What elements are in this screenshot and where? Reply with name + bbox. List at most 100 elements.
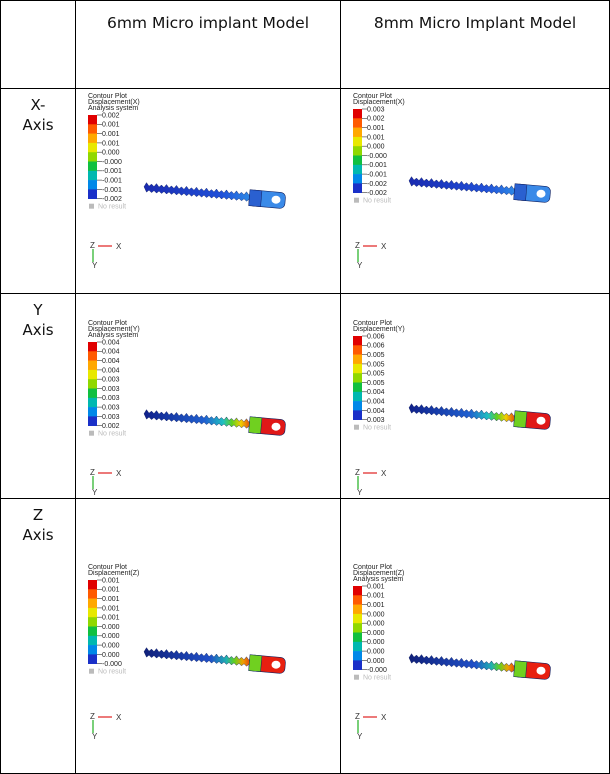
legend-label: 0.001 — [102, 122, 120, 129]
row-label: Z — [33, 506, 43, 524]
legend-band — [353, 183, 362, 193]
legend-band — [88, 115, 97, 125]
legend-band — [88, 361, 97, 371]
legend-label: 0.005 — [367, 380, 385, 387]
legend-band — [88, 180, 97, 190]
legend-label: 0.000 — [367, 621, 385, 628]
no-result-swatch — [354, 675, 359, 680]
legend-label: 0.000 — [102, 624, 120, 631]
legend-band — [353, 401, 362, 411]
axis-label: X — [381, 469, 387, 478]
legend-label: 0.004 — [102, 367, 120, 374]
legend-label: 0.003 — [102, 377, 120, 384]
legend-band — [353, 642, 362, 652]
legend-label: 0.001 — [367, 583, 385, 590]
legend-label: -0.002 — [367, 190, 387, 197]
implant-collar — [514, 411, 527, 428]
axis-label: Z — [355, 712, 360, 721]
axis-label: Z — [90, 468, 95, 477]
legend-label: 0.001 — [102, 577, 120, 584]
legend-band — [353, 128, 362, 138]
legend-label: 0.001 — [102, 605, 120, 612]
legend-label: 0.004 — [102, 358, 120, 365]
legend-band — [353, 595, 362, 605]
axis-label: Z — [90, 241, 95, 250]
implant-hole — [272, 661, 281, 669]
implant-thread — [409, 177, 519, 196]
legend-band — [353, 364, 362, 374]
legend-band — [353, 165, 362, 175]
contour-plot: Contour PlotDisplacement(Y)Analysis syst… — [88, 320, 286, 497]
legend-label: 0.004 — [102, 349, 120, 356]
axis-label: Y — [92, 488, 98, 497]
legend-label: 0.000 — [102, 150, 120, 157]
legend-label: 0.001 — [102, 140, 120, 147]
no-result-swatch — [354, 198, 359, 203]
axis-label: X — [381, 242, 387, 251]
table: 6mm Micro implant Model 8mm Micro Implan… — [0, 0, 610, 774]
no-result-swatch — [89, 669, 94, 674]
legend-label: 0.006 — [367, 333, 385, 340]
legend-label: -0.001 — [367, 162, 387, 169]
no-result-label: No result — [363, 675, 391, 682]
axis-label: X — [381, 713, 387, 722]
legend-label: 0.001 — [102, 596, 120, 603]
no-result-label: No result — [98, 669, 126, 676]
implant-thread — [409, 404, 519, 423]
legend-label: 0.005 — [367, 352, 385, 359]
axis-label: X — [116, 242, 122, 251]
legend-band — [88, 342, 97, 352]
legend-band — [88, 398, 97, 408]
legend-label: -0.002 — [367, 181, 387, 188]
no-result-label: No result — [98, 204, 126, 211]
legend-band — [88, 389, 97, 399]
legend-label: -0.000 — [102, 159, 122, 166]
legend-label: 0.004 — [367, 408, 385, 415]
legend-band — [353, 118, 362, 128]
legend-label: 0.002 — [367, 116, 385, 123]
axis-label: Y — [357, 732, 363, 741]
legend-band — [353, 651, 362, 661]
legend-band — [88, 627, 97, 637]
legend-label: 0.003 — [367, 106, 385, 113]
plot-title: Analysis system — [88, 105, 138, 112]
legend-band — [353, 605, 362, 615]
implant-collar — [249, 190, 262, 207]
legend-label: 0.001 — [102, 131, 120, 138]
plot-title: Displacement(Y) — [353, 326, 405, 333]
contour-plot: Contour PlotDisplacement(Z)0.0010.0010.0… — [88, 564, 286, 741]
legend-band — [353, 392, 362, 402]
legend-label: 0.004 — [367, 399, 385, 406]
legend-band — [88, 370, 97, 380]
legend-label: 0.002 — [102, 112, 120, 119]
legend-band — [88, 636, 97, 646]
legend-band — [88, 416, 97, 426]
implant-hole — [537, 417, 546, 425]
legend-label: -0.001 — [367, 172, 387, 179]
legend-band — [88, 608, 97, 618]
legend-band — [88, 189, 97, 199]
legend-band — [88, 580, 97, 590]
contour-plot: Contour PlotDisplacement(X)0.0030.0020.0… — [353, 93, 551, 270]
implant-collar — [514, 184, 527, 201]
legend-band — [353, 383, 362, 393]
legend-label: 0.000 — [102, 652, 120, 659]
no-result-swatch — [89, 204, 94, 209]
legend-label: -0.002 — [102, 196, 122, 203]
legend-band — [88, 134, 97, 144]
axis-label: X — [116, 469, 122, 478]
row-label: X- — [31, 96, 46, 114]
implant-thread — [144, 648, 254, 667]
legend-band — [88, 124, 97, 134]
row-label: Axis — [22, 526, 53, 544]
legend-band — [353, 345, 362, 355]
legend-label: 0.000 — [367, 649, 385, 656]
legend-band — [353, 156, 362, 166]
legend-band — [88, 589, 97, 599]
plot-title: Analysis system — [353, 576, 403, 583]
no-result-swatch — [354, 425, 359, 430]
legend-band — [353, 373, 362, 383]
row-label: Axis — [22, 116, 53, 134]
legend-band — [88, 599, 97, 609]
legend-band — [353, 410, 362, 420]
